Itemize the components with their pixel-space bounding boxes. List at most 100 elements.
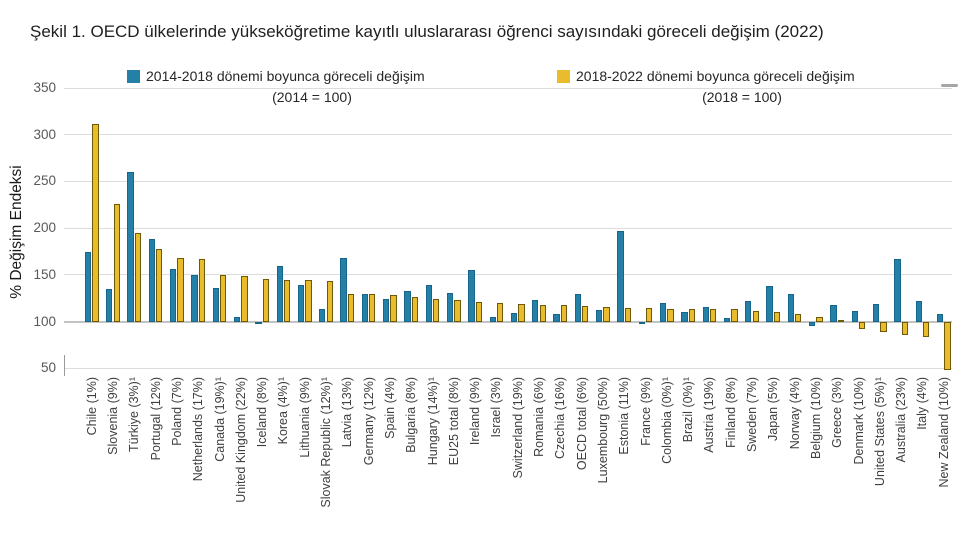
legend-label-2014-2018: 2014-2018 dönemi boyunca göreceli değişi… [146, 68, 425, 84]
bar-2014-2018-OECD total (6%) [574, 293, 582, 322]
bar-2018-2022-Czechia (16%) [560, 304, 568, 322]
bar-2014-2018-Belgium (10%) [809, 321, 816, 327]
x-label-Luxembourg (50%): Luxembourg (50%) [595, 377, 610, 484]
bar-2014-2018-Iceland (8%) [255, 321, 262, 324]
x-label-Portugal (12%): Portugal (12%) [148, 377, 163, 461]
bar-2018-2022-Lithuania (9%) [305, 280, 312, 322]
legend-swatch-yellow-icon [557, 70, 570, 83]
bar-2018-2022-Romania (6%) [539, 304, 546, 322]
legend-swatch-blue-icon [127, 70, 140, 83]
y-tick-label-250: 250 [33, 173, 56, 189]
bar-2018-2022-Ireland (9%) [475, 301, 482, 322]
x-label-Netherlands (17%): Netherlands (17%) [191, 377, 206, 482]
gridline-200 [64, 227, 952, 229]
bar-2014-2018-Norway (4%) [787, 293, 795, 322]
bar-2018-2022-Japan (5%) [773, 312, 781, 322]
bar-2018-2022-Austria (19%) [709, 309, 717, 322]
x-label-Israel (3%): Israel (3%) [489, 377, 504, 438]
x-label-Greece (3%): Greece (3%) [830, 377, 845, 448]
bar-2018-2022-New Zealand (10%) [944, 321, 951, 371]
bar-2014-2018-Denmark (10%) [851, 311, 858, 322]
bar-2018-2022-Poland (7%) [177, 258, 184, 322]
x-label-Colombia (0%)¹: Colombia (0%)¹ [659, 377, 674, 464]
y-tick-label-350: 350 [33, 80, 56, 95]
x-label-Switzerland (19%): Switzerland (19%) [510, 377, 525, 479]
x-label-Estonia (11%): Estonia (11%) [617, 377, 632, 455]
x-label-Slovenia (9%): Slovenia (9%) [106, 377, 120, 455]
bar-2018-2022-Netherlands (17%) [198, 258, 206, 322]
bar-2014-2018-Poland (7%) [170, 269, 177, 322]
bar-2018-2022-France (9%) [646, 307, 653, 322]
x-label-OECD total (6%): OECD total (6%) [574, 377, 589, 471]
bar-2014-2018-Brazil (0%)¹ [681, 312, 688, 322]
bar-2018-2022-Brazil (0%)¹ [688, 308, 695, 322]
bar-2014-2018-Bulgaria (8%) [404, 290, 411, 322]
bar-2018-2022-Finland (8%) [731, 309, 738, 322]
bar-2018-2022-Slovak Republic (12%)¹ [326, 281, 333, 322]
bar-2014-2018-Japan (5%) [766, 286, 773, 322]
bar-2014-2018-Switzerland (19%) [510, 313, 518, 322]
bar-2014-2018-United States (5%)¹ [872, 303, 880, 322]
x-label-Lithuania (9%): Lithuania (9%) [297, 377, 312, 458]
x-label-Germany (12%): Germany (12%) [361, 377, 376, 466]
bar-2018-2022-Denmark (10%) [859, 321, 866, 330]
bar-2018-2022-United Kingdom (22%) [241, 275, 248, 322]
bar-2014-2018-Slovak Republic (12%)¹ [319, 308, 326, 322]
bar-2014-2018-Lithuania (9%) [297, 285, 305, 322]
bar-2014-2018-New Zealand (10%) [936, 314, 944, 322]
x-label-Norway (4%): Norway (4%) [787, 377, 802, 450]
bar-2014-2018-EU25 total (8%) [446, 292, 454, 322]
x-label-Brazil (0%)¹: Brazil (0%)¹ [681, 377, 696, 443]
bar-2018-2022-Italy (4%) [922, 321, 930, 337]
y-tick-label-300: 300 [33, 126, 56, 142]
bar-2014-2018-Colombia (0%)¹ [659, 302, 667, 322]
bar-2018-2022-Portugal (12%) [156, 248, 163, 322]
bar-2018-2022-United States (5%)¹ [880, 321, 887, 332]
gridline-100 [64, 320, 952, 323]
bar-2018-2022-Colombia (0%)¹ [667, 308, 674, 322]
bar-2014-2018-Czechia (16%) [553, 314, 560, 322]
x-label-Korea (4%)¹: Korea (4%)¹ [276, 377, 291, 445]
gridline-250 [64, 180, 952, 182]
x-label-Latvia (13%): Latvia (13%) [340, 377, 355, 448]
bar-2014-2018-Latvia (13%) [340, 258, 347, 322]
bar-2014-2018-Hungary (14%)¹ [425, 285, 432, 322]
bar-2014-2018-Türkiye (3%)¹ [127, 172, 134, 322]
x-label-Spain (4%): Spain (4%) [382, 377, 397, 439]
x-label-EU25 total (8%): EU25 total (8%) [446, 377, 461, 466]
chart-title: Şekil 1. OECD ülkelerinde yükseköğretime… [30, 22, 824, 41]
bar-2014-2018-Canada (19%)¹ [212, 287, 219, 322]
bar-2014-2018-Germany (12%) [361, 293, 369, 322]
bar-2014-2018-Spain (4%) [383, 299, 390, 322]
bar-2014-2018-Israel (3%) [489, 316, 496, 322]
x-label-Slovak Republic (12%)¹: Slovak Republic (12%)¹ [319, 377, 333, 508]
bar-2014-2018-Ireland (9%) [468, 270, 475, 322]
bar-2014-2018-Romania (6%) [532, 300, 539, 322]
bar-2018-2022-Canada (19%)¹ [220, 274, 227, 322]
bar-2018-2022-Israel (3%) [496, 302, 504, 322]
x-label-France (9%): France (9%) [638, 377, 653, 446]
bar-2018-2022-Luxembourg (50%) [603, 306, 610, 322]
bar-2014-2018-United Kingdom (22%) [233, 316, 241, 322]
bar-2014-2018-Luxembourg (50%) [596, 310, 603, 322]
bar-2014-2018-Greece (3%) [830, 304, 837, 322]
bar-2018-2022-Bulgaria (8%) [411, 297, 419, 322]
bar-2018-2022-Slovenia (9%) [113, 203, 120, 322]
legend-overflow-dash-icon [941, 84, 958, 87]
y-tick-label-50: 50 [40, 360, 56, 376]
bar-2014-2018-Chile (1%) [84, 251, 92, 322]
bar-2018-2022-Chile (1%) [92, 123, 99, 322]
x-label-Belgium (10%): Belgium (10%) [808, 377, 823, 459]
bar-2014-2018-Finland (8%) [723, 317, 731, 322]
x-label-Bulgaria (8%): Bulgaria (8%) [404, 377, 419, 453]
bar-2018-2022-Latvia (13%) [347, 293, 355, 322]
x-label-United Kingdom (22%): United Kingdom (22%) [233, 377, 248, 503]
bar-2014-2018-Slovenia (9%) [106, 288, 113, 322]
bar-2018-2022-Spain (4%) [390, 295, 397, 322]
bar-2018-2022-Australia (23%) [901, 321, 908, 335]
y-tick-label-150: 150 [33, 266, 56, 282]
bar-2018-2022-Switzerland (19%) [518, 303, 525, 322]
bar-2014-2018-Australia (23%) [894, 258, 901, 322]
bar-2014-2018-Italy (4%) [915, 301, 922, 322]
x-label-New Zealand (10%): New Zealand (10%) [936, 377, 951, 488]
